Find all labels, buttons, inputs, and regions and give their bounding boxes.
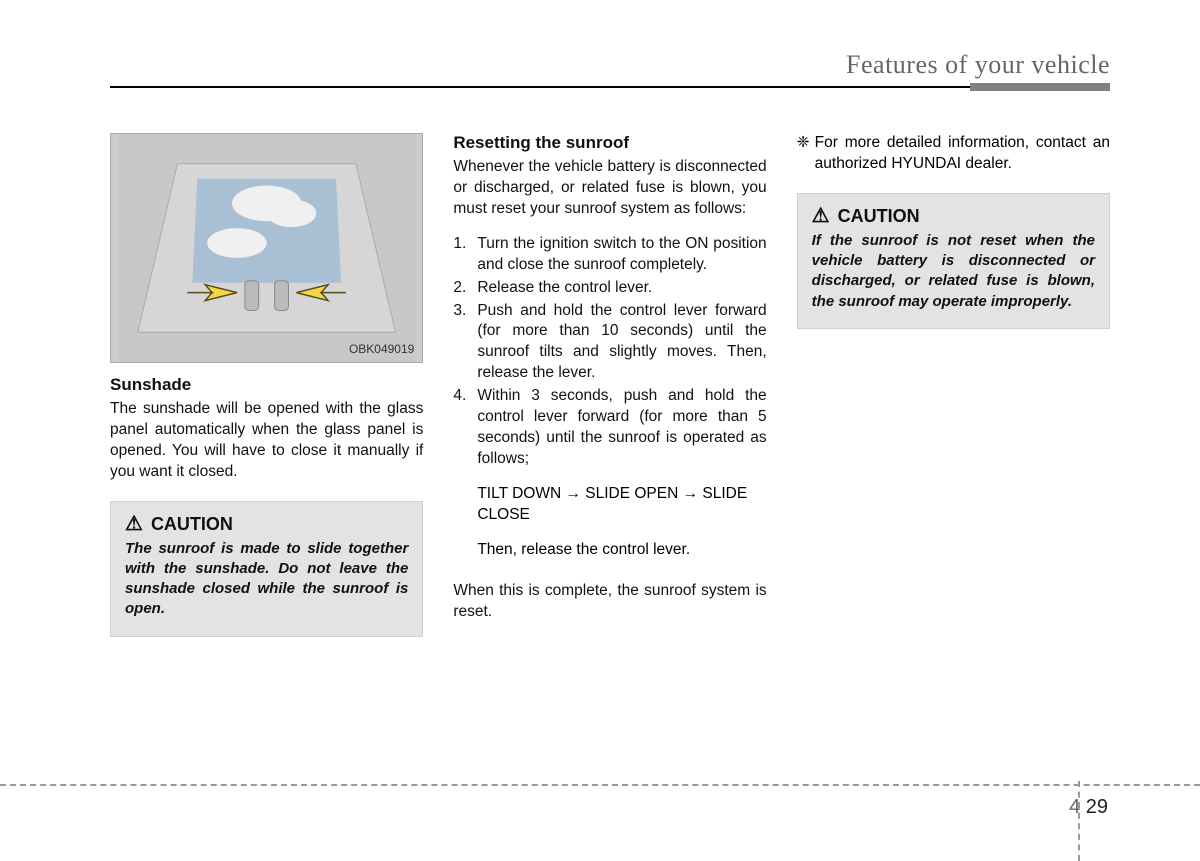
warning-icon: ⚠ [125,514,143,534]
sunroof-illustration [111,134,422,362]
header-title: Features of your vehicle [110,50,1110,80]
caution-body: The sunroof is made to slide together wi… [125,539,408,620]
page-num: 29 [1086,796,1108,818]
caution-body: If the sunroof is not reset when the veh… [812,231,1095,312]
reset-step: Push and hold the control lever forward … [453,301,766,385]
reset-closing: When this is complete, the sunroof syste… [453,581,766,623]
content-columns: OBK049019 Sunshade The sunshade will be … [110,133,1110,637]
caution-label: CAUTION [838,206,920,227]
reset-steps-list: Turn the ignition switch to the ON posit… [453,234,766,470]
vertical-cut-line [1078,781,1080,861]
reset-sequence: TILT DOWN → SLIDE OPEN → SLIDE CLOSE [453,484,766,526]
figure-id-label: OBK049019 [349,342,414,356]
page-number: 4 29 [1069,796,1108,819]
column-3: For more detailed information, contact a… [797,133,1110,637]
horizontal-cut-line [0,784,1200,786]
reset-step: Within 3 seconds, push and hold the cont… [453,386,766,470]
reset-heading: Resetting the sunroof [453,133,766,153]
sunshade-body: The sunshade will be opened with the gla… [110,399,423,483]
reset-step: Release the control lever. [453,278,766,299]
caution-title: ⚠ CAUTION [812,206,1095,227]
caution-label: CAUTION [151,514,233,535]
caution-title: ⚠ CAUTION [125,514,408,535]
sunshade-heading: Sunshade [110,375,423,395]
caution-box-reset: ⚠ CAUTION If the sunroof is not reset wh… [797,193,1110,329]
header-rule [110,86,1110,88]
warning-icon: ⚠ [812,206,830,226]
page-header: Features of your vehicle [110,50,1110,88]
reset-then: Then, release the control lever. [453,540,766,561]
column-2: Resetting the sunroof Whenever the vehic… [453,133,766,637]
manual-page: Features of your vehicle [0,0,1200,861]
dealer-note: For more detailed information, contact a… [797,133,1110,175]
column-1: OBK049019 Sunshade The sunshade will be … [110,133,423,637]
sunshade-figure: OBK049019 [110,133,423,363]
header-accent [970,83,1110,91]
reset-step: Turn the ignition switch to the ON posit… [453,234,766,276]
reset-intro: Whenever the vehicle battery is disconne… [453,157,766,220]
caution-box-sunshade: ⚠ CAUTION The sunroof is made to slide t… [110,501,423,637]
